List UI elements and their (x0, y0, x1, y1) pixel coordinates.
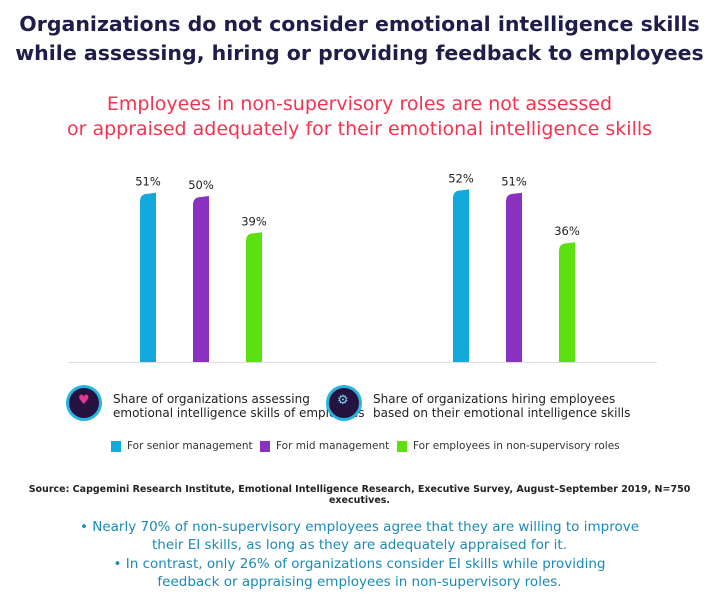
bullet-1: • Nearly 70% of non-supervisory employee… (79, 519, 640, 553)
legend-swatch (111, 440, 121, 452)
source-note: Source: Capgemini Research Institute, Em… (28, 484, 691, 506)
legend-mid: For mid management (260, 440, 389, 452)
bar (140, 192, 156, 362)
category-label-assessing: Share of organizations assessing emotiona… (113, 392, 365, 420)
data-label: 39% (241, 214, 267, 228)
page-title: Organizations do not consider emotional … (15, 12, 704, 65)
bar (506, 192, 522, 362)
data-label: 51% (501, 175, 527, 189)
legend-swatch (260, 440, 270, 452)
data-label: 52% (448, 171, 474, 185)
head-heart-icon: ♥ (66, 385, 102, 421)
bar (453, 189, 469, 362)
bar (193, 196, 209, 362)
subtitle: Employees in non-supervisory roles are n… (66, 93, 653, 140)
legend-nonsupervisory: For employees in non-supervisory roles (397, 440, 620, 452)
bar (246, 232, 262, 362)
category-label-hiring: Share of organizations hiring employees b… (373, 392, 631, 420)
legend-senior: For senior management (111, 440, 253, 452)
data-label: 36% (554, 224, 580, 238)
head-gear-icon: ⚙ (326, 385, 362, 421)
bar-chart: 51% 52% 50% 51% 39% 36% (68, 171, 657, 363)
bar (559, 242, 575, 362)
data-label: 50% (188, 178, 214, 192)
bullet-2: • In contrast, only 26% of organizations… (113, 556, 606, 590)
legend-swatch (397, 440, 407, 452)
data-label: 51% (135, 175, 161, 189)
